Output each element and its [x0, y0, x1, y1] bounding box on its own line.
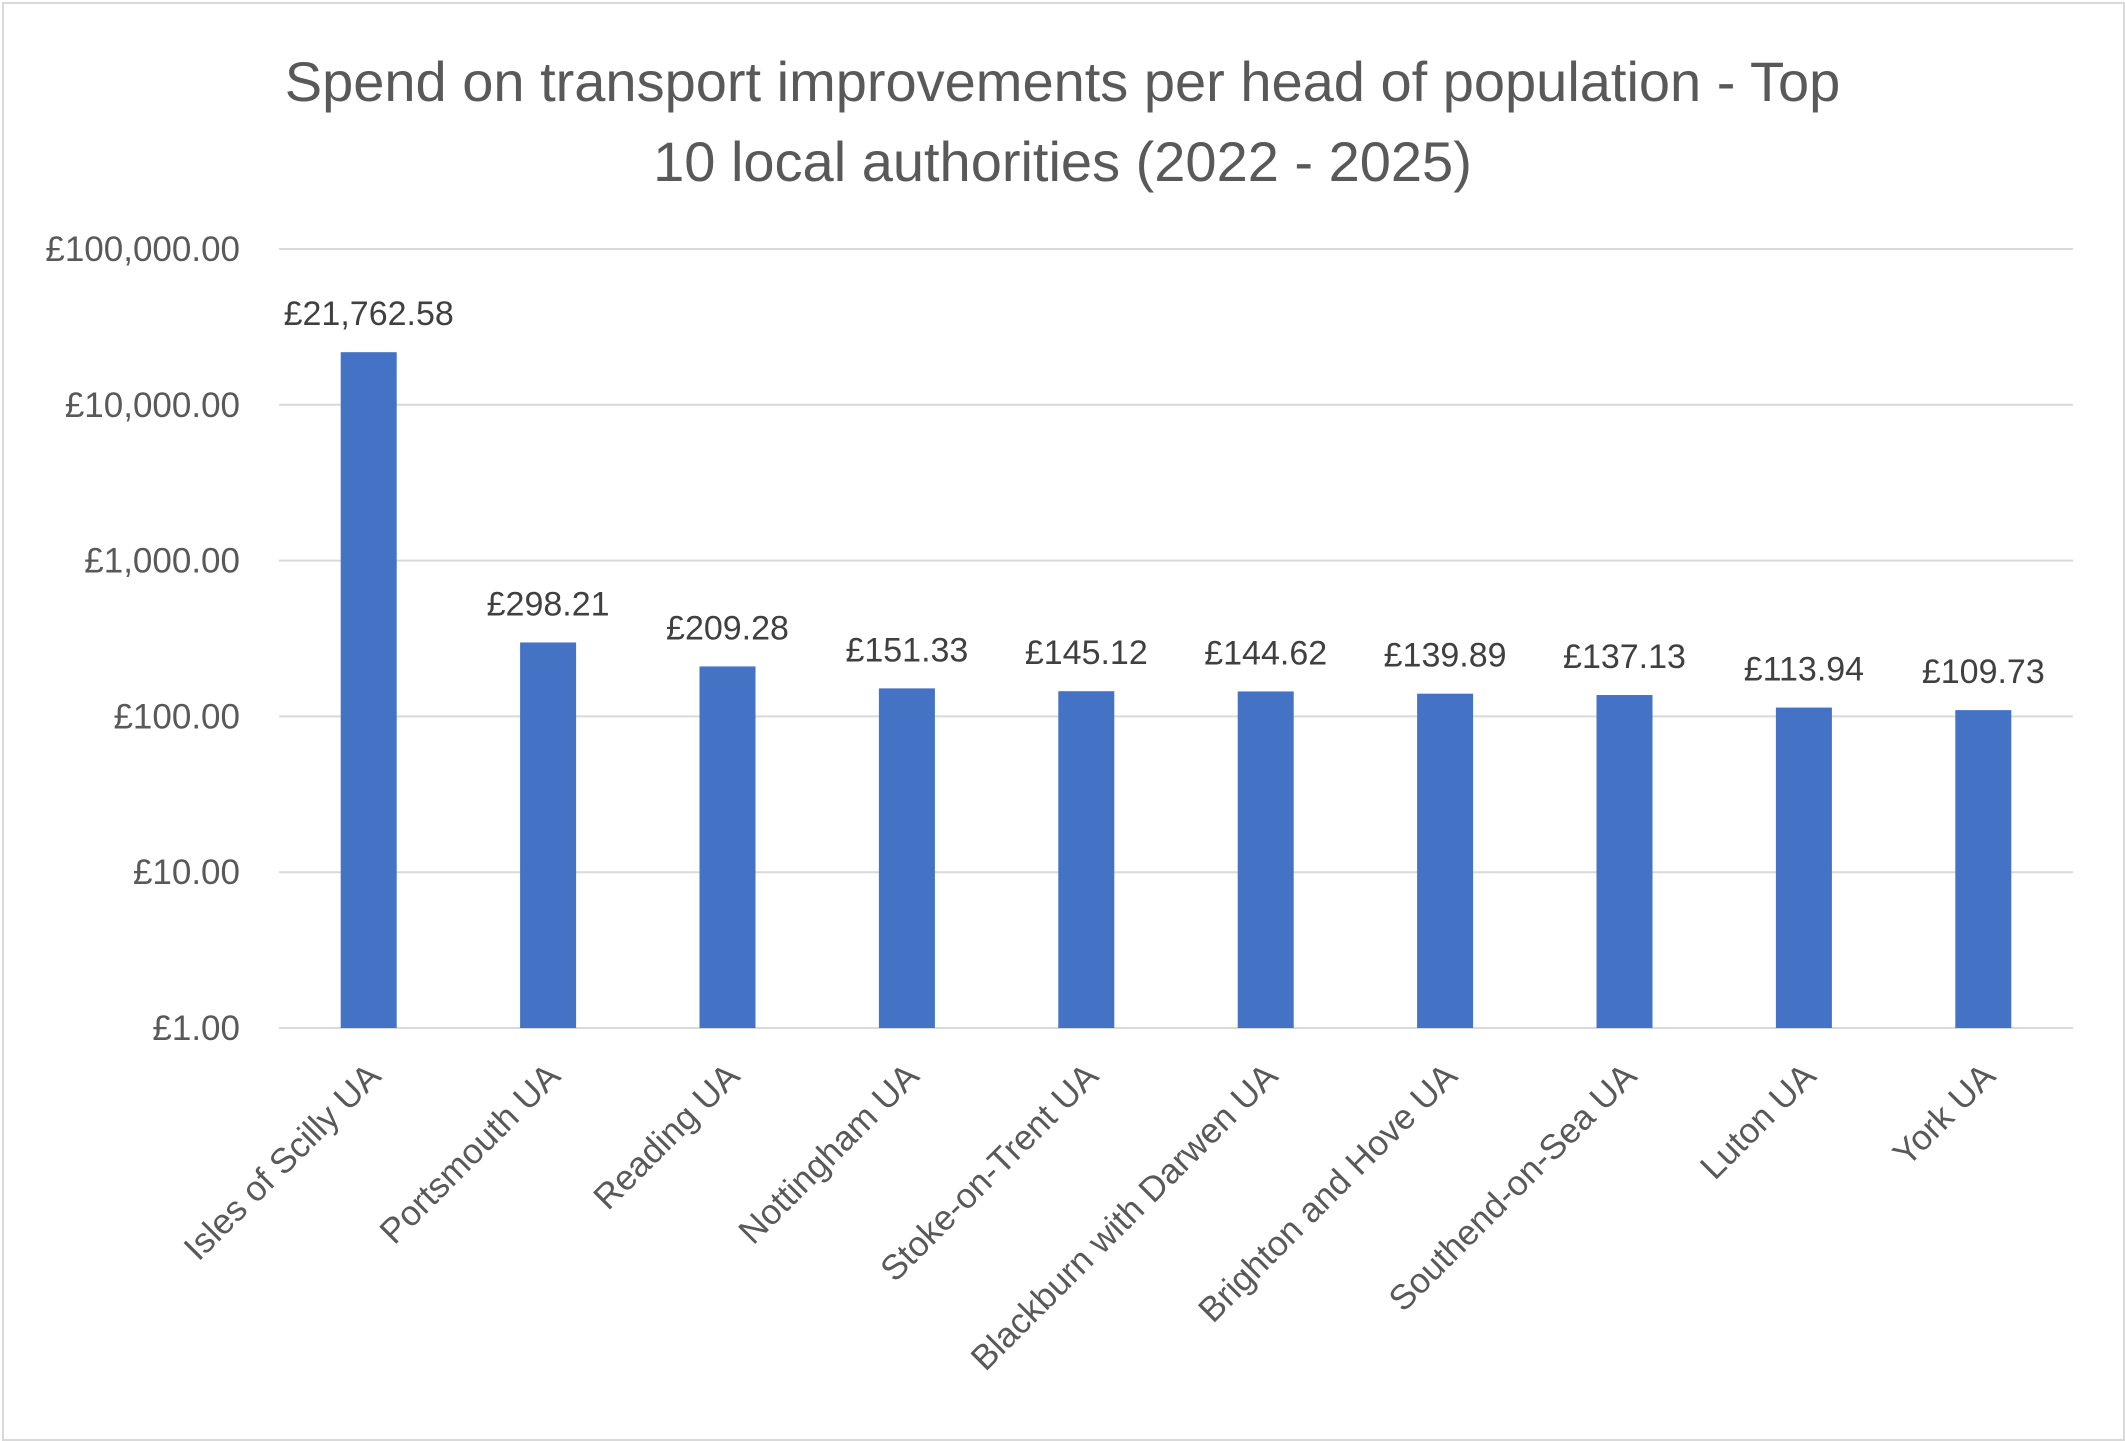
y-tick-label: £1.00	[152, 1009, 240, 1048]
data-label: £21,762.58	[284, 295, 454, 333]
y-tick-label: £100.00	[113, 697, 240, 736]
x-tick-label: Isles of Scilly UA	[176, 1056, 388, 1268]
data-label: £139.89	[1384, 637, 1507, 675]
chart-title: Spend on transport improvements per head…	[150, 42, 1975, 202]
y-tick-label: £10.00	[133, 853, 240, 892]
bar	[878, 688, 935, 1028]
bar	[520, 642, 577, 1028]
y-tick-label: £1,000.00	[84, 542, 240, 581]
data-label: £209.28	[666, 609, 789, 647]
chart-title-line-1: Spend on transport improvements per head…	[284, 50, 1841, 113]
gridlines	[279, 248, 2073, 1029]
bars	[340, 352, 2012, 1029]
x-tick-label: Reading UA	[586, 1056, 747, 1217]
data-label: £145.12	[1025, 634, 1148, 672]
data-label: £109.73	[1922, 653, 2045, 691]
y-axis-tick-labels: £1.00 £10.00 £100.00 £1,000.00 £10,000.00 £10…	[45, 230, 240, 1048]
data-label: £144.62	[1204, 634, 1327, 672]
data-labels: £21,762.58 £298.21 £209.28 £151.33 £145.12 £1…	[284, 295, 2045, 691]
bar	[1058, 691, 1115, 1028]
bar	[699, 666, 756, 1028]
bar	[1417, 693, 1474, 1028]
bar	[340, 352, 397, 1029]
x-tick-label: Portsmouth UA	[372, 1056, 568, 1252]
y-tick-label: £100,000.00	[45, 230, 240, 269]
bar	[1775, 707, 1832, 1028]
bar	[1955, 710, 2012, 1028]
bar	[1596, 695, 1653, 1028]
y-tick-label: £10,000.00	[65, 386, 240, 425]
data-label: £298.21	[487, 585, 610, 623]
bar	[1237, 691, 1294, 1028]
x-tick-label: York UA	[1885, 1056, 2003, 1174]
chart-title-line-2: 10 local authorities (2022 - 2025)	[653, 130, 1472, 193]
data-label: £151.33	[845, 631, 968, 669]
data-label: £137.13	[1563, 638, 1686, 676]
data-label: £113.94	[1744, 651, 1864, 689]
x-tick-label: Luton UA	[1693, 1056, 1824, 1187]
x-tick-label: Blackburn with Darwen UA	[963, 1056, 1285, 1378]
x-tick-label: Nottingham UA	[731, 1056, 927, 1252]
